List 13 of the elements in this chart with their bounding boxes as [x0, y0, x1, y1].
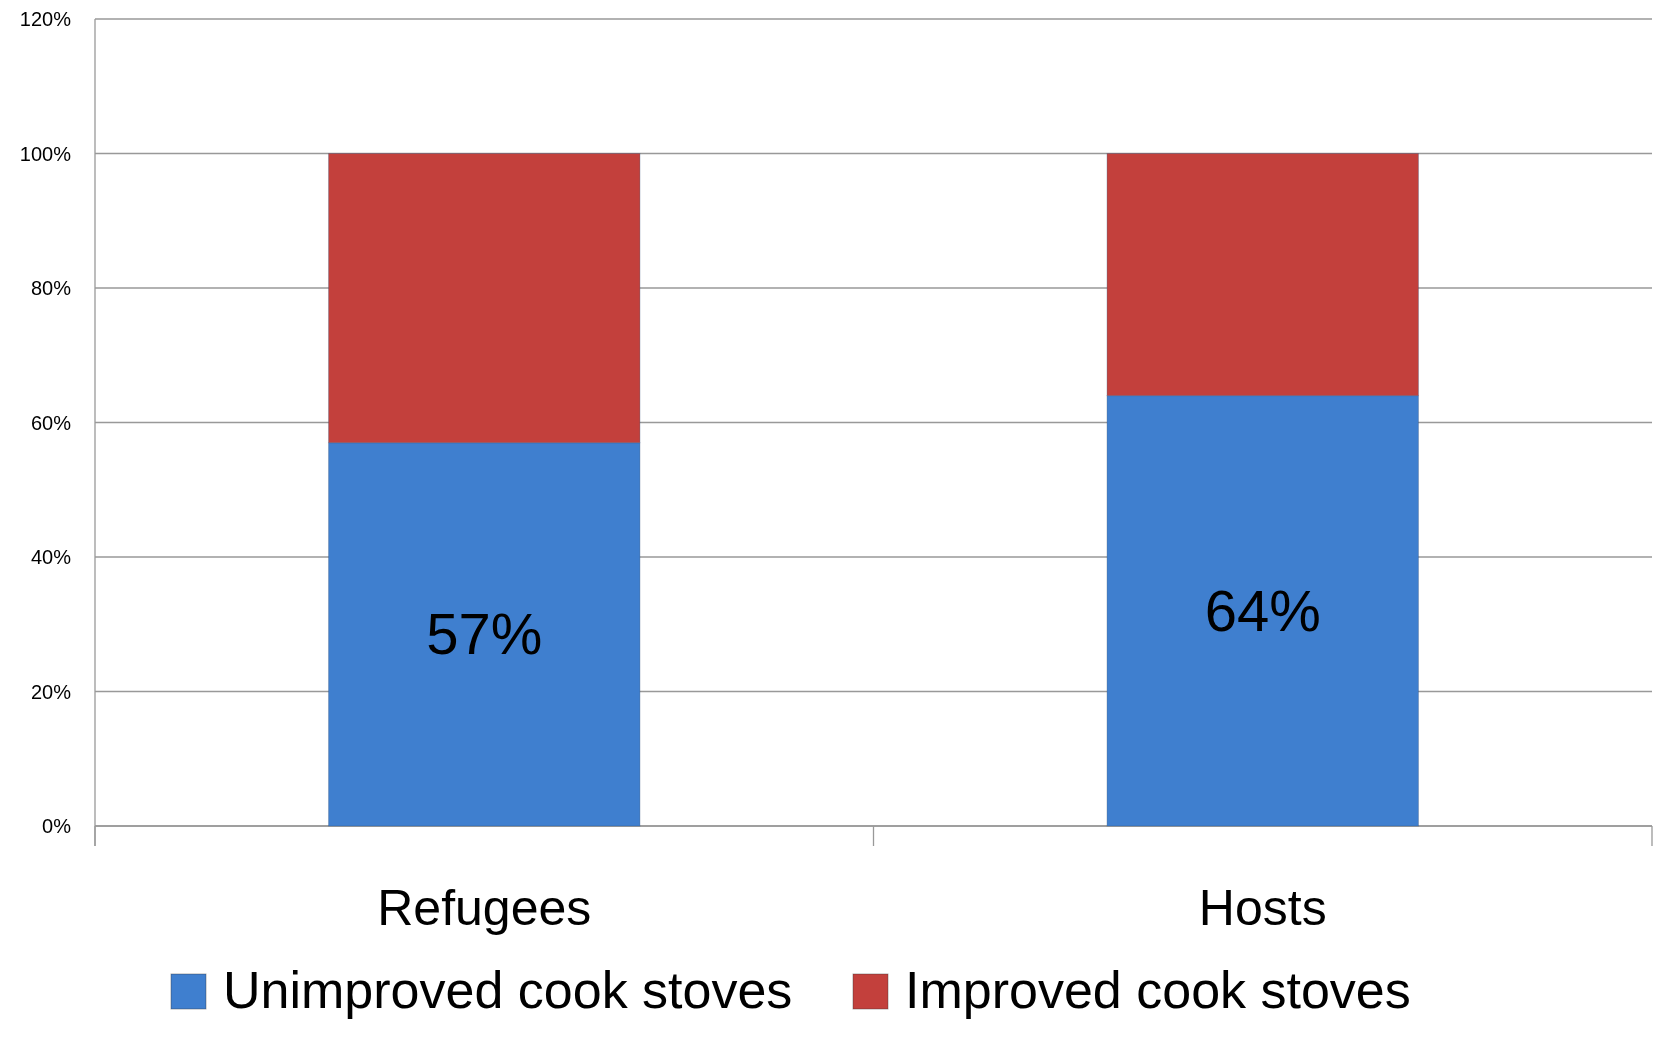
data-label: 57%: [426, 601, 543, 667]
x-tick-label: Hosts: [1198, 880, 1327, 936]
y-tick-label: 120%: [19, 8, 72, 30]
x-tick-label: Refugees: [377, 880, 592, 936]
y-tick-label: 100%: [19, 142, 72, 165]
data-label: 64%: [1204, 577, 1321, 643]
legend-label: Improved cook stoves: [905, 961, 1411, 1019]
y-tick-label: 0%: [42, 815, 72, 837]
y-tick-label: 60%: [30, 411, 72, 434]
y-tick-label: 40%: [30, 546, 72, 568]
y-tick-label: 80%: [30, 277, 72, 299]
legend-label: Unimproved cook stoves: [223, 961, 793, 1019]
y-tick-label: 20%: [30, 680, 72, 703]
